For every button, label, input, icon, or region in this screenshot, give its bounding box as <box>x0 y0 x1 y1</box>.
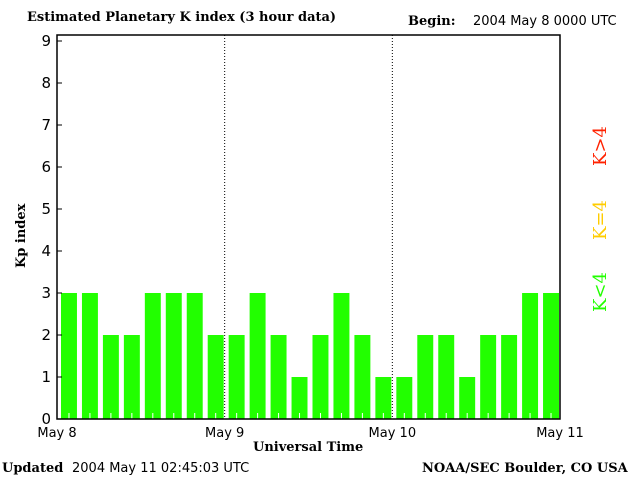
kp-bar <box>61 293 77 419</box>
y-tick-label: 4 <box>41 242 51 260</box>
kp-bar <box>354 335 371 419</box>
kp-bar <box>438 335 455 419</box>
y-axis-label: Kp index <box>14 203 29 268</box>
kp-bar <box>291 377 308 419</box>
kp-bar <box>543 293 559 419</box>
plot-frame <box>56 34 561 420</box>
legend-k-below-4: K<4 <box>590 272 611 312</box>
y-tick-label: 9 <box>41 32 51 50</box>
kp-bar <box>81 293 98 419</box>
kp-bar <box>249 293 266 419</box>
legend-k-equal-4: K=4 <box>590 200 611 240</box>
begin-label: Begin: <box>408 14 456 29</box>
kp-bar <box>165 293 182 419</box>
y-tick-label: 8 <box>41 74 51 92</box>
updated-label: Updated <box>2 461 64 476</box>
legend-k-above-4: K>4 <box>590 126 611 166</box>
kp-bar <box>417 335 434 419</box>
kp-bar <box>333 293 350 419</box>
y-tick-label: 7 <box>41 116 51 134</box>
x-tick-label: May 8 <box>37 426 76 441</box>
kp-bar <box>459 377 476 419</box>
x-axis-label: Universal Time <box>253 440 364 455</box>
kp-bar <box>207 335 224 419</box>
y-tick-label: 2 <box>41 326 51 344</box>
kp-bar <box>312 335 329 419</box>
y-tick-label: 6 <box>41 158 51 176</box>
kp-bar <box>522 293 539 419</box>
y-tick-label: 0 <box>41 410 51 428</box>
begin-value: 2004 May 8 0000 UTC <box>473 14 617 29</box>
y-tick-label: 3 <box>41 284 51 302</box>
kp-bar <box>375 377 392 419</box>
source-credit: NOAA/SEC Boulder, CO USA <box>422 461 628 476</box>
chart-title: Estimated Planetary K index (3 hour data… <box>27 10 337 25</box>
updated-value: 2004 May 11 02:45:03 UTC <box>72 461 250 476</box>
kp-bar <box>480 335 497 419</box>
x-tick-label: May 10 <box>369 426 417 441</box>
kp-bar <box>123 335 140 419</box>
kp-bar <box>144 293 161 419</box>
y-tick-label: 1 <box>41 368 51 386</box>
kp-bar <box>270 335 287 419</box>
kp-bar <box>396 377 413 419</box>
x-tick-label: May 9 <box>205 426 244 441</box>
kp-bar <box>501 335 518 419</box>
kp-bar <box>102 335 119 419</box>
kp-bar <box>186 293 203 419</box>
kp-bar <box>228 335 245 419</box>
y-tick-label: 5 <box>41 200 51 218</box>
x-tick-label: May 11 <box>536 426 584 441</box>
